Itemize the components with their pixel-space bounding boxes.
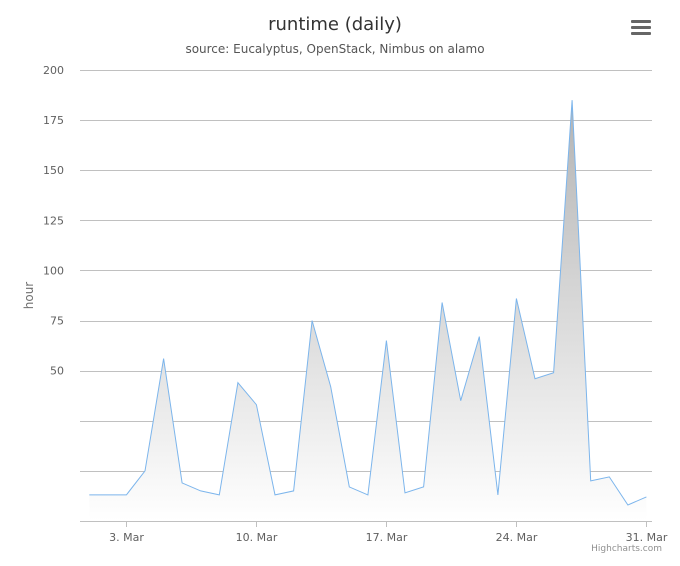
series-line <box>89 100 647 506</box>
y-tick-label: 200 <box>43 64 64 77</box>
y-tick-label: 50 <box>50 365 64 378</box>
y-tick-label: 125 <box>43 214 64 227</box>
hamburger-menu-icon[interactable] <box>628 18 654 40</box>
menu-bar <box>631 26 651 29</box>
x-tick-label: 3. Mar <box>109 531 144 544</box>
x-tick-label: 10. Mar <box>236 531 278 544</box>
chart-title: runtime (daily) <box>268 14 402 35</box>
series-area <box>89 100 647 521</box>
y-tick-label: 175 <box>43 114 64 127</box>
y-axis-title: hour <box>22 282 36 310</box>
x-tick-label: 31. Mar <box>626 531 668 544</box>
credits-link[interactable]: Highcharts.com <box>591 544 662 554</box>
menu-bar <box>631 20 651 23</box>
menu-bar <box>631 32 651 35</box>
chart-subtitle: source: Eucalyptus, OpenStack, Nimbus on… <box>185 42 485 56</box>
x-tick-label: 24. Mar <box>496 531 538 544</box>
x-tick-label: 17. Mar <box>366 531 408 544</box>
y-tick-label: 150 <box>43 164 64 177</box>
y-tick-label: 100 <box>43 264 64 277</box>
y-tick-label: 75 <box>50 315 64 328</box>
